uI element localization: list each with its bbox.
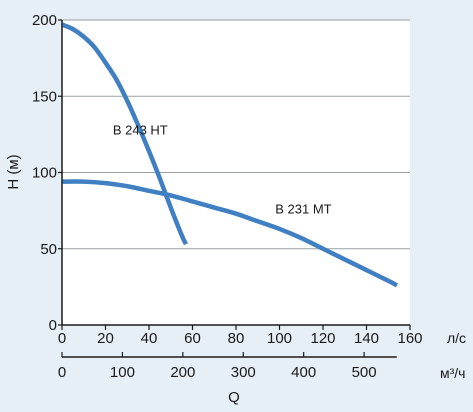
x-tick-label: 60 bbox=[184, 330, 201, 347]
x-tick-label: 80 bbox=[228, 330, 245, 347]
x-tick-label: 120 bbox=[310, 330, 335, 347]
x-tick-label: 160 bbox=[397, 330, 422, 347]
y-axis-ticks: 0 50 100 150 200 bbox=[32, 12, 62, 334]
y-tick-label: 150 bbox=[32, 88, 57, 105]
x2-tick-label: 0 bbox=[58, 364, 66, 381]
x-axis-title: Q bbox=[228, 389, 240, 406]
y-tick-label: 200 bbox=[32, 12, 57, 29]
x2-tick-label: 200 bbox=[170, 364, 195, 381]
x2-tick-label: 100 bbox=[110, 364, 135, 381]
series-line-0 bbox=[61, 22, 189, 246]
y-tick-label: 50 bbox=[40, 241, 57, 258]
x-tick-label: 140 bbox=[354, 330, 379, 347]
x-tick-label: 40 bbox=[141, 330, 158, 347]
secondary-x-axis: 0 100 200 300 400 500 bbox=[58, 352, 397, 381]
x2-unit-label: м³/ч bbox=[440, 365, 465, 381]
x-axis-ticks: 0 20 40 60 80 100 120 140 160 bbox=[58, 325, 423, 347]
x2-tick-label: 400 bbox=[291, 364, 316, 381]
y-tick-label: 0 bbox=[49, 317, 57, 334]
x-unit-label: л/с bbox=[447, 330, 466, 346]
x-tick-label: 100 bbox=[267, 330, 292, 347]
performance-curves bbox=[61, 22, 399, 288]
x-tick-label: 0 bbox=[58, 330, 66, 347]
x2-tick-label: 300 bbox=[231, 364, 256, 381]
y-axis-title: H (м) bbox=[5, 154, 22, 189]
x2-tick-label: 500 bbox=[352, 364, 377, 381]
series-line-1 bbox=[61, 179, 399, 288]
x-tick-label: 20 bbox=[97, 330, 114, 347]
series-label-1: B 231 MT bbox=[275, 202, 331, 217]
series-label-0: B 243 HT bbox=[113, 122, 168, 137]
horizontal-gridlines bbox=[62, 19, 410, 250]
series-labels: B 243 HT B 231 MT bbox=[113, 122, 332, 216]
y-tick-label: 100 bbox=[32, 165, 57, 182]
